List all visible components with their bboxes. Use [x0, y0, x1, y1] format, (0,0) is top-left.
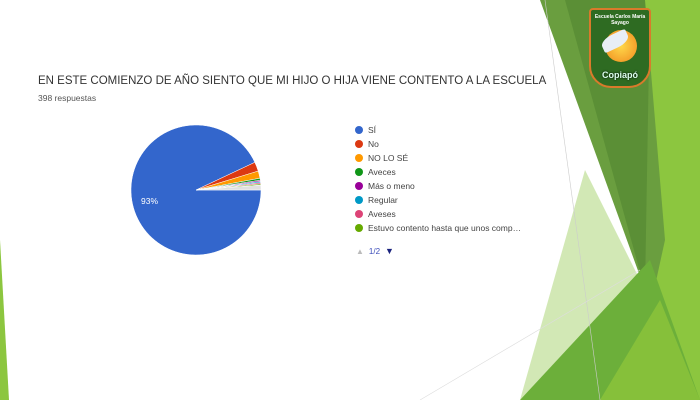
legend-item[interactable]: NO LO SÉ — [355, 151, 521, 165]
logo-text-bottom: Copiapó — [602, 70, 638, 80]
legend-swatch — [355, 140, 363, 148]
legend-label: No — [368, 139, 379, 149]
legend-swatch — [355, 182, 363, 190]
legend-item[interactable]: Más o meno — [355, 179, 521, 193]
legend-item[interactable]: Aveces — [355, 165, 521, 179]
slice-data-label: 93% — [141, 196, 158, 206]
legend-swatch — [355, 154, 363, 162]
logo-text-top: Escuela Carlos María Sayago — [594, 14, 646, 26]
legend-item[interactable]: Aveses — [355, 207, 521, 221]
previous-page-icon[interactable]: ▲ — [356, 246, 364, 256]
legend-label: Regular — [368, 195, 398, 205]
school-logo: Escuela Carlos María Sayago Copiapó — [589, 8, 651, 88]
legend-swatch — [355, 224, 363, 232]
legend-item[interactable]: Estuvo contento hasta que unos comp… — [355, 221, 521, 235]
pie-slice[interactable] — [195, 184, 262, 191]
legend-item[interactable]: No — [355, 137, 521, 151]
legend-item[interactable]: SÍ — [355, 123, 521, 137]
question-title: EN ESTE COMIENZO DE AÑO SIENTO QUE MI HI… — [38, 75, 547, 87]
legend-swatch — [355, 210, 363, 218]
legend-label: Aveces — [368, 167, 396, 177]
legend-pager: ▲ 1/2 ▼ — [356, 246, 394, 256]
legend-label: Aveses — [368, 209, 396, 219]
legend-label: SÍ — [368, 125, 377, 135]
page-indicator: 1/2 — [368, 246, 381, 256]
chart-legend: SÍ No NO LO SÉ Aveces Más o meno Regular Avese… — [355, 123, 521, 235]
legend-label: Más o meno — [368, 181, 415, 191]
legend-swatch — [355, 168, 363, 176]
legend-swatch — [355, 126, 363, 134]
legend-item[interactable]: Regular — [355, 193, 521, 207]
response-count: 398 respuestas — [38, 93, 97, 103]
legend-swatch — [355, 196, 363, 204]
legend-label: Estuvo contento hasta que unos comp… — [368, 223, 522, 233]
legend-label: NO LO SÉ — [368, 153, 409, 163]
next-page-icon[interactable]: ▼ — [385, 246, 394, 256]
